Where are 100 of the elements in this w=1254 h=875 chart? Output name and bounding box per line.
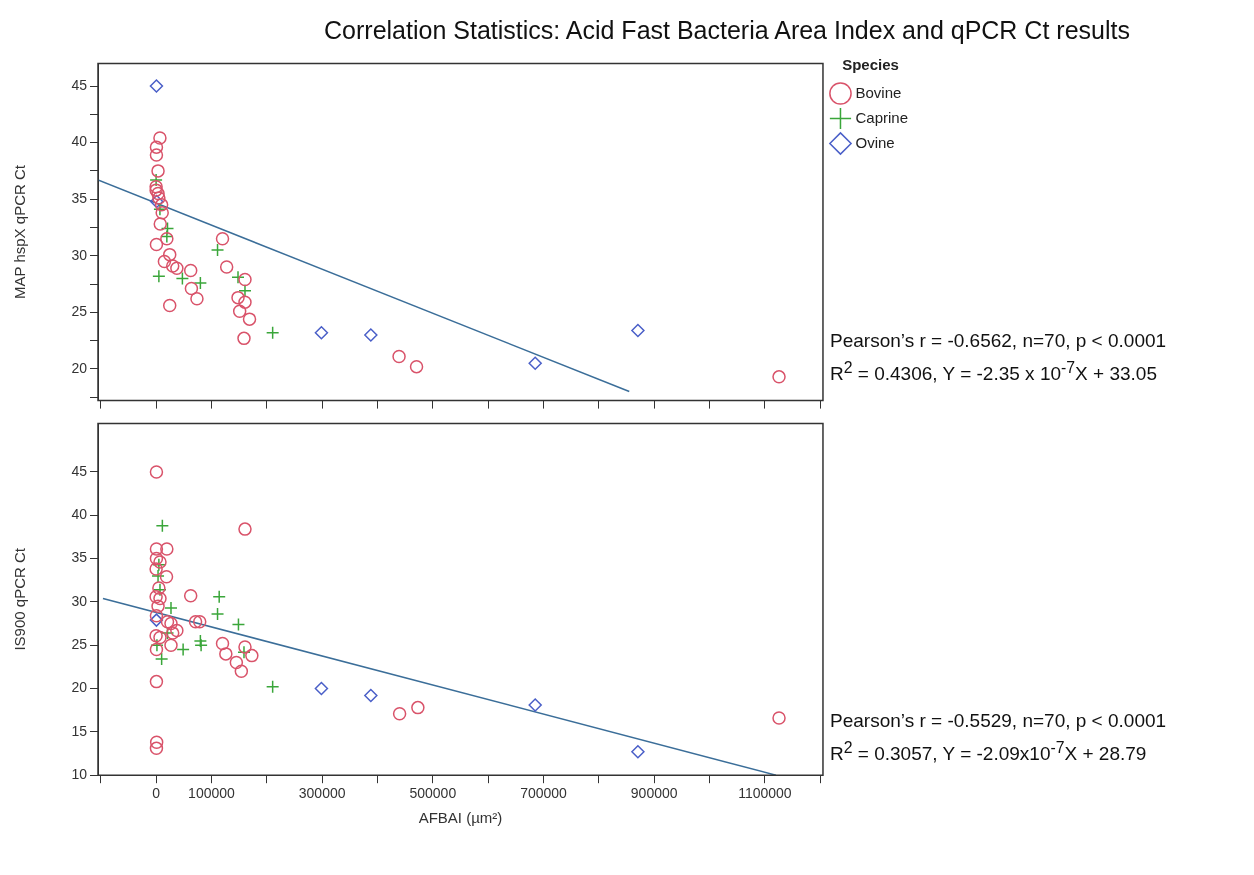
y-axis-title: MAP hspX qPCR Ct <box>11 164 29 299</box>
x-tick-label: 500000 <box>409 785 457 802</box>
point <box>772 370 786 384</box>
point <box>631 323 645 338</box>
point <box>149 183 163 197</box>
y-tick-label: 10 <box>71 766 88 783</box>
point <box>164 638 178 652</box>
x-axis-title: AFBAI (µm²) <box>418 809 503 827</box>
point <box>238 640 252 654</box>
point <box>265 325 280 340</box>
point <box>528 698 542 712</box>
point <box>245 648 259 663</box>
x-tick-label: 300000 <box>298 785 346 802</box>
point <box>149 613 164 627</box>
point <box>237 331 251 346</box>
point <box>170 261 184 275</box>
point <box>193 276 208 290</box>
point <box>151 186 165 201</box>
point <box>160 542 174 556</box>
point <box>164 601 178 615</box>
point <box>231 617 246 632</box>
point <box>149 140 164 154</box>
y-tick-label: 45 <box>71 76 88 93</box>
point <box>152 191 166 205</box>
point <box>392 706 407 721</box>
point <box>149 542 164 556</box>
point <box>183 589 198 603</box>
point <box>149 551 164 566</box>
point <box>149 609 164 623</box>
y-axis-title: IS900 qPCR Ct <box>11 547 29 651</box>
point <box>231 290 245 305</box>
point <box>153 131 167 145</box>
y-tick-label: 25 <box>71 636 88 653</box>
point <box>234 664 249 678</box>
point <box>364 328 378 342</box>
point <box>176 642 190 657</box>
point <box>364 688 378 703</box>
point <box>238 295 252 309</box>
point <box>157 254 172 269</box>
point <box>162 247 177 262</box>
y-tick-label: 25 <box>71 303 88 320</box>
point <box>265 680 280 694</box>
point <box>154 652 169 666</box>
legend-label: Caprine <box>855 108 908 126</box>
point <box>229 655 244 670</box>
text: R$^{2}$ = 0.4306, Y = -2.35 x 10$^{-7}$X + 33.05 <box>830 357 1158 386</box>
text: R$^{2}$ = 0.3057, Y = -2.09x10$^{-7}$X + 28.79 <box>830 737 1148 766</box>
point <box>314 681 329 696</box>
point <box>242 312 257 326</box>
point <box>149 194 164 209</box>
legend-label: Bovine <box>855 83 902 101</box>
point <box>155 518 170 533</box>
point <box>153 630 167 645</box>
point <box>188 615 203 629</box>
point <box>155 206 169 220</box>
x-tick-label: 1100000 <box>738 785 792 802</box>
point <box>150 638 164 652</box>
legend-title: Species <box>842 55 899 73</box>
point <box>149 148 164 162</box>
point <box>151 569 165 583</box>
point <box>151 164 165 178</box>
y-tick-label: 40 <box>71 133 88 150</box>
point <box>149 628 163 643</box>
point <box>219 647 233 661</box>
y-tick-label: 30 <box>71 246 88 263</box>
point <box>210 243 225 257</box>
x-tick-label: 0 <box>152 785 161 802</box>
point <box>149 179 163 194</box>
x-tick-label: 900000 <box>630 785 678 802</box>
point <box>154 198 169 212</box>
point <box>175 271 190 286</box>
y-tick-label: 15 <box>71 722 88 739</box>
point <box>190 292 204 306</box>
point <box>392 349 406 364</box>
point <box>772 711 786 725</box>
point <box>194 638 208 652</box>
point <box>238 284 252 298</box>
point <box>149 465 164 479</box>
point <box>215 232 230 246</box>
point <box>149 642 164 657</box>
point <box>164 616 178 631</box>
point <box>149 237 164 252</box>
point <box>165 626 180 640</box>
point <box>219 260 234 274</box>
point <box>160 615 175 629</box>
point <box>631 745 645 759</box>
point <box>183 263 198 278</box>
point <box>215 636 230 651</box>
point <box>151 599 165 613</box>
y-tick-label: 20 <box>71 359 88 376</box>
point <box>152 269 166 283</box>
y-tick-label: 35 <box>71 190 88 207</box>
point <box>162 298 177 313</box>
point <box>149 741 164 756</box>
point <box>238 522 252 536</box>
point <box>170 623 184 638</box>
y-tick-label: 40 <box>71 506 88 523</box>
point <box>153 591 167 606</box>
y-tick-label: 30 <box>71 592 88 609</box>
x-tick-label: 100000 <box>188 785 236 802</box>
